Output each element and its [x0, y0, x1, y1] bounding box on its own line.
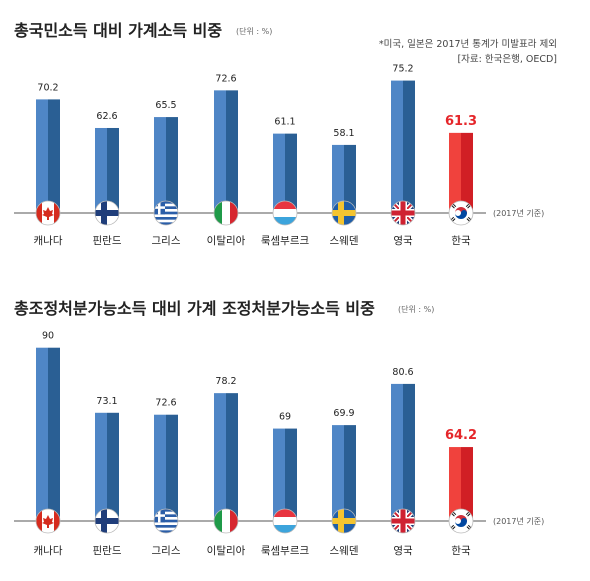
- unit-label: (단위 : %): [236, 26, 272, 36]
- bar-canada: [36, 347, 60, 521]
- data-label: 62.6: [96, 111, 117, 122]
- category-label: 룩셈부르크: [261, 545, 310, 557]
- category-label: 캐나다: [34, 235, 63, 247]
- flag-outline: [272, 508, 298, 534]
- luxembourg-flag-icon: [273, 509, 297, 533]
- data-label: 73.1: [96, 396, 117, 407]
- flag-outline: [390, 508, 416, 534]
- flag-outline: [94, 508, 120, 534]
- flag-outline: [35, 508, 61, 534]
- data-label: 69.9: [333, 408, 354, 419]
- greece-flag-icon: [154, 201, 178, 225]
- category-label: 영국: [393, 235, 413, 247]
- category-label: 그리스: [152, 545, 181, 557]
- footnote: *미국, 일본은 2017년 통계가 미발표라 제외: [379, 38, 557, 50]
- data-label: 75.2: [392, 64, 413, 75]
- bar-luxembourg: [273, 428, 297, 521]
- uk-flag-icon: [391, 509, 415, 533]
- category-label: 그리스: [152, 235, 181, 247]
- data-label: 78.2: [215, 376, 236, 387]
- flag-outline: [331, 508, 357, 534]
- finland-flag-icon: [95, 509, 119, 533]
- flag-outline: [448, 508, 474, 534]
- flag-outline: [272, 200, 298, 226]
- flag-outline: [35, 200, 61, 226]
- category-label: 스웨덴: [330, 235, 359, 247]
- flag-outline: [448, 200, 474, 226]
- bar-greece: [154, 414, 178, 521]
- bar-uk: [391, 80, 415, 213]
- bar-italy: [214, 393, 238, 521]
- category-label: 핀란드: [93, 235, 122, 247]
- category-label: 한국: [451, 545, 471, 557]
- finland-flag-icon: [95, 201, 119, 225]
- luxembourg-flag-icon: [273, 201, 297, 225]
- korea-flag-icon: [449, 509, 473, 533]
- bar-luxembourg: [273, 133, 297, 213]
- category-label: 이탈리아: [207, 544, 246, 557]
- bar-canada: [36, 99, 60, 213]
- bar-uk: [391, 383, 415, 521]
- data-label: 58.1: [333, 128, 354, 139]
- flag-outline: [153, 508, 179, 534]
- category-label: 룩셈부르크: [261, 235, 310, 247]
- data-label: 72.6: [215, 73, 236, 84]
- sweden-flag-icon: [332, 201, 356, 225]
- bar-sweden: [332, 425, 356, 521]
- flag-outline: [153, 200, 179, 226]
- data-label: 70.2: [37, 82, 58, 93]
- bar-finland: [95, 127, 119, 213]
- canada-flag-icon: [36, 509, 60, 533]
- uk-flag-icon: [391, 201, 415, 225]
- flag-outline: [390, 200, 416, 226]
- canada-flag-icon: [36, 201, 60, 225]
- italy-flag-icon: [214, 509, 238, 533]
- chart-title: 총조정처분가능소득 대비 가계 조정처분가능소득 비중: [14, 299, 375, 318]
- chart-title: 총국민소득 대비 가계소득 비중: [14, 21, 222, 40]
- flag-outline: [94, 200, 120, 226]
- bar-italy: [214, 90, 238, 213]
- category-label: 이탈리아: [207, 234, 246, 247]
- flag-outline: [213, 508, 239, 534]
- unit-label: (단위 : %): [398, 304, 434, 314]
- data-label: 65.5: [155, 100, 176, 111]
- data-label: 90: [42, 331, 54, 342]
- category-label: 영국: [393, 545, 413, 557]
- category-label: 캐나다: [34, 545, 63, 557]
- bar-finland: [95, 412, 119, 521]
- base-year-note: (2017년 기준): [493, 516, 544, 526]
- category-label: 한국: [451, 235, 471, 247]
- data-label: 69: [279, 412, 291, 423]
- sweden-flag-icon: [332, 509, 356, 533]
- chart-panel-household-income: 총국민소득 대비 가계소득 비중 (단위 : %) *미국, 일본은 2017년 통…: [14, 21, 557, 247]
- category-label: 스웨덴: [330, 545, 359, 557]
- category-label: 핀란드: [93, 545, 122, 557]
- data-label: 80.6: [392, 367, 413, 378]
- flag-outline: [213, 200, 239, 226]
- italy-flag-icon: [214, 201, 238, 225]
- base-year-note: (2017년 기준): [493, 208, 544, 218]
- flag-outline: [331, 200, 357, 226]
- data-label: 61.1: [274, 117, 295, 128]
- bar-korea: [449, 132, 473, 213]
- greece-flag-icon: [154, 509, 178, 533]
- data-label: 64.2: [445, 428, 477, 443]
- source-note: [자료: 한국은행, OECD]: [457, 53, 557, 65]
- data-label: 61.3: [445, 114, 477, 129]
- data-label: 72.6: [155, 398, 176, 409]
- chart-panel-adjusted-disposable-income: 총조정처분가능소득 대비 가계 조정처분가능소득 비중 (단위 : %) (2017…: [14, 299, 544, 557]
- bar-greece: [154, 117, 178, 213]
